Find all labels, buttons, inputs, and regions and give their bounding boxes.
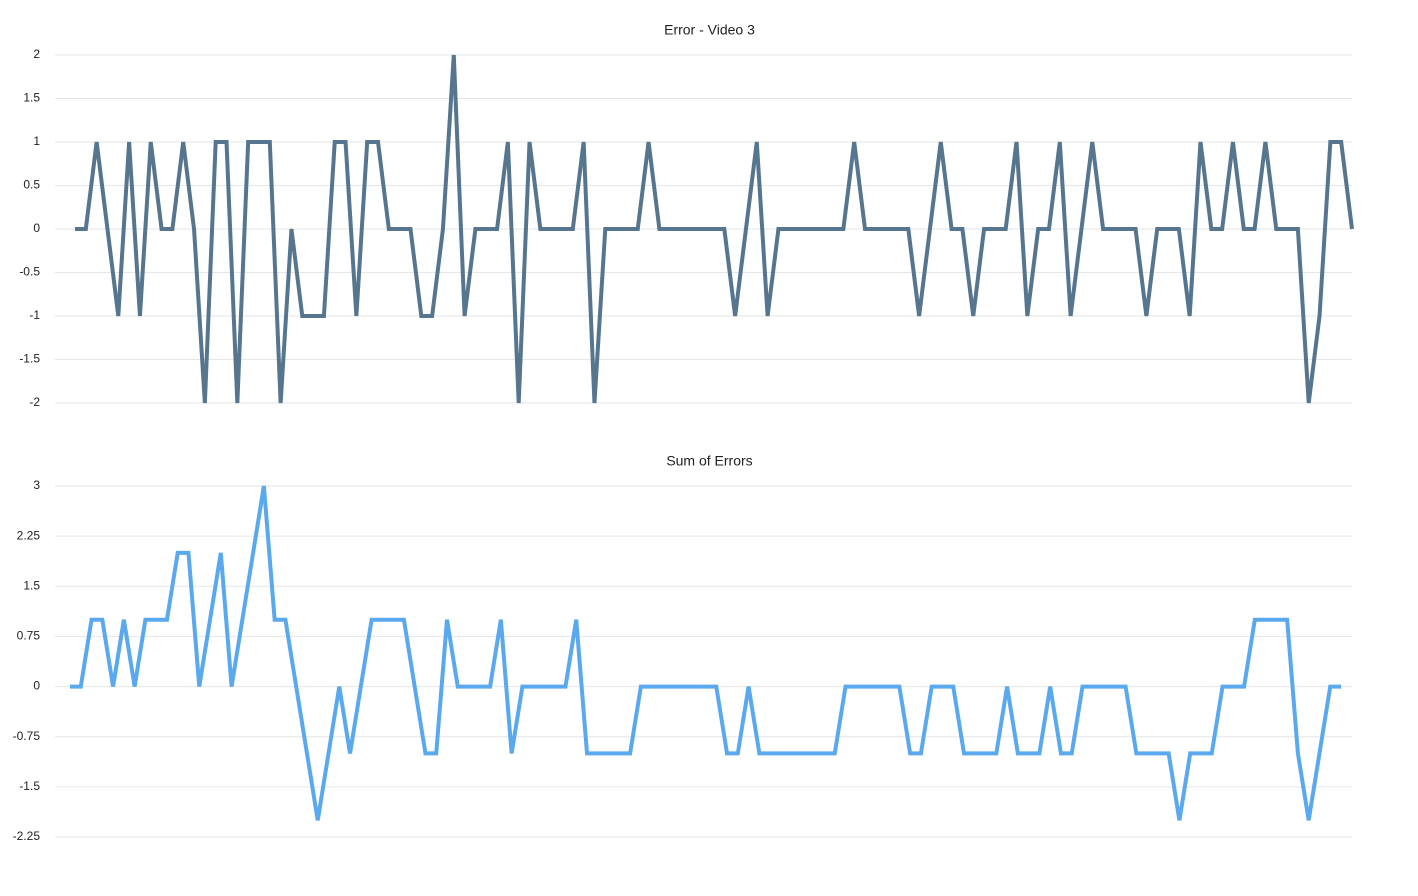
data-line (70, 485, 1341, 821)
chart-title: Sum of Errors (666, 453, 752, 469)
y-tick-label: 1 (33, 134, 40, 148)
y-tick-label: 0.5 (23, 178, 40, 192)
y-tick-label: 2.25 (17, 528, 41, 542)
y-tick-label: 1.5 (23, 578, 40, 592)
y-tick-label: -1.5 (19, 352, 40, 366)
y-tick-label: 3 (33, 478, 40, 492)
chart-title: Error - Video 3 (664, 22, 755, 38)
y-tick-label: 0.75 (17, 629, 41, 643)
y-tick-label: -2.25 (13, 829, 41, 843)
y-tick-label: 1.5 (23, 91, 40, 105)
y-tick-label: 0 (33, 679, 40, 693)
data-line (75, 54, 1354, 404)
y-tick-label: -2 (29, 395, 40, 409)
y-tick-label: -1 (29, 308, 40, 322)
y-tick-label: -1.5 (19, 779, 40, 793)
y-tick-label: 0 (33, 221, 40, 235)
y-tick-label: -0.5 (19, 265, 40, 279)
y-tick-label: 2 (33, 47, 40, 61)
y-tick-label: -0.75 (13, 729, 41, 743)
